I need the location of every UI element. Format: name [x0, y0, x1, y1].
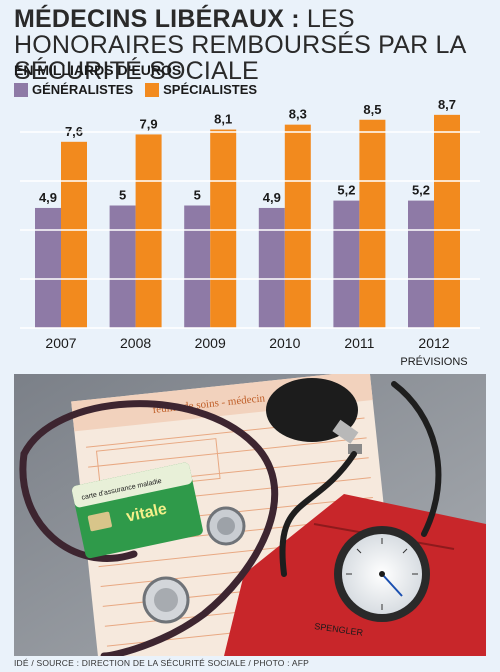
data-label-generalistes-2012: 5,2 — [412, 183, 430, 198]
data-label-generalistes-2010: 4,9 — [263, 190, 281, 205]
category-label-2009: 2009 — [195, 335, 226, 351]
photo: feuille de soins - médecin SPENGLER — [14, 374, 486, 656]
bar-generalistes-2010 — [258, 207, 285, 328]
stethoscope — [19, 400, 279, 656]
bar-generalistes-2009 — [184, 205, 211, 328]
source-credit: IDÉ / SOURCE : DIRECTION DE LA SÉCURITÉ … — [14, 658, 309, 668]
chart-title: MÉDECINS LIBÉRAUX : LES HONORAIRES REMBO… — [14, 6, 494, 84]
category-label-2012: 2012 — [418, 335, 449, 351]
manometer-gauge — [334, 526, 430, 622]
data-label-specialistes-2012: 8,7 — [438, 100, 456, 112]
category-label-2007: 2007 — [45, 335, 76, 351]
data-label-generalistes-2007: 4,9 — [39, 190, 57, 205]
legend-label-specialistes: SPÉCIALISTES — [163, 82, 258, 97]
legend-item-generalistes: GÉNÉRALISTES — [14, 82, 133, 97]
bar-specialistes-2008 — [135, 134, 162, 328]
bar-specialistes-2011 — [359, 119, 386, 328]
category-label-2011: 2011 — [344, 335, 374, 351]
bar-specialistes-2007 — [61, 141, 87, 328]
bar-chart: 4,97,6200757,9200858,120094,98,320105,28… — [20, 100, 480, 368]
category-note-2012: PRÉVISIONS — [400, 355, 467, 368]
bar-generalistes-2007 — [35, 207, 61, 328]
bar-specialistes-2009 — [210, 129, 237, 328]
category-label-2010: 2010 — [269, 335, 300, 351]
data-label-generalistes-2008: 5 — [119, 188, 126, 203]
unit-label: EN MILLIARDS D’EUROS — [14, 62, 182, 78]
legend-swatch-generalistes — [14, 82, 28, 97]
legend: GÉNÉRALISTES SPÉCIALISTES — [14, 82, 269, 97]
tubing — [279, 381, 442, 577]
category-label-2008: 2008 — [120, 335, 151, 351]
data-label-specialistes-2010: 8,3 — [289, 107, 307, 122]
bar-specialistes-2010 — [284, 124, 311, 329]
data-label-generalistes-2009: 5 — [194, 188, 201, 203]
pump-bulb — [266, 378, 362, 454]
bar-generalistes-2008 — [109, 205, 136, 328]
legend-item-specialistes: SPÉCIALISTES — [145, 82, 257, 97]
title-bold: MÉDECINS LIBÉRAUX : — [14, 5, 300, 33]
data-label-specialistes-2008: 7,9 — [140, 116, 158, 131]
bar-specialistes-2012 — [434, 114, 460, 328]
title-rest: LES HONORAIRES REMBOURSÉS PAR LA SÉCURIT… — [14, 5, 466, 85]
legend-label-generalistes: GÉNÉRALISTES — [32, 82, 134, 97]
vitale-card: carte d’assurance maladie vitale — [71, 462, 203, 559]
photo-illustration: feuille de soins - médecin SPENGLER — [14, 374, 486, 656]
data-label-specialistes-2011: 8,5 — [363, 102, 381, 117]
bar-generalistes-2012 — [408, 200, 434, 328]
data-label-generalistes-2011: 5,2 — [337, 183, 355, 198]
bar-generalistes-2011 — [333, 200, 360, 328]
legend-swatch-specialistes — [145, 82, 160, 97]
stethoscope-chestpiece — [142, 506, 246, 624]
data-label-specialistes-2009: 8,1 — [214, 112, 232, 127]
